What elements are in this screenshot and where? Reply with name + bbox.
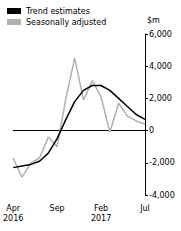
svg-text:Trend estimates: Trend estimates	[25, 7, 90, 16]
svg-text:Seasonally adjusted: Seasonally adjusted	[26, 18, 106, 27]
svg-text:6,000: 6,000	[149, 30, 172, 39]
svg-text:2016: 2016	[3, 214, 23, 223]
svg-text:Jul: Jul	[139, 204, 150, 213]
svg-text:Feb: Feb	[94, 204, 108, 213]
svg-text:$m: $m	[147, 16, 160, 25]
svg-text:2,000: 2,000	[149, 94, 172, 103]
svg-text:-4,000: -4,000	[149, 191, 175, 200]
svg-text:Apr: Apr	[6, 204, 21, 213]
svg-text:-2,000: -2,000	[149, 158, 175, 167]
svg-text:Sep: Sep	[50, 204, 65, 213]
svg-text:4,000: 4,000	[149, 62, 172, 71]
svg-text:2017: 2017	[91, 214, 111, 223]
svg-text:0: 0	[149, 126, 154, 135]
